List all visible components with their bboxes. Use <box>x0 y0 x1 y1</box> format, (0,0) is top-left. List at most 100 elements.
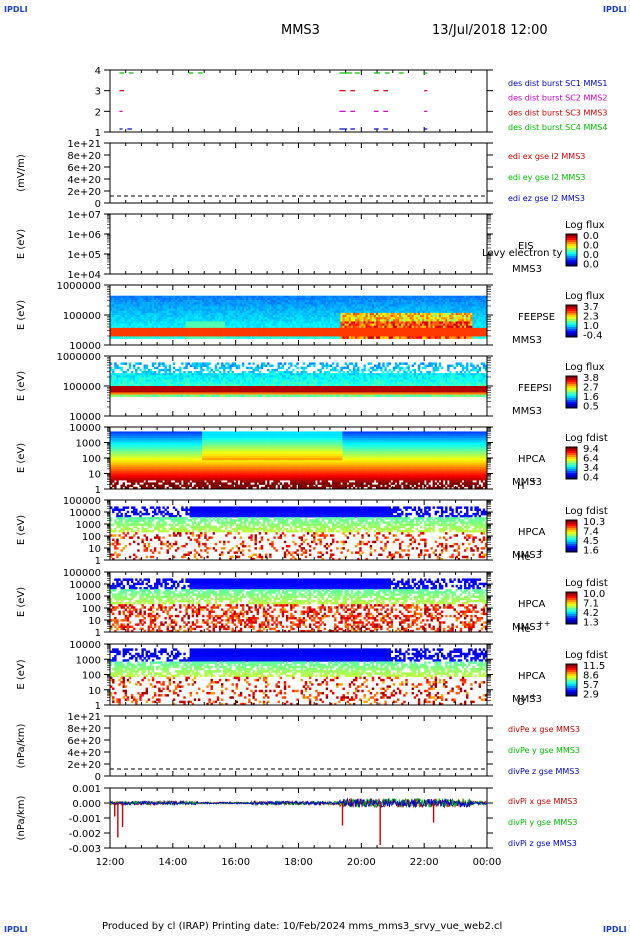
species-label-hpca_h: H <box>517 481 525 492</box>
ytick-label-hpca_hepp-3: 100 <box>82 604 101 615</box>
ytick-label-feepsi-2: 10000 <box>69 412 101 423</box>
ytick-label-hpca_o-3: 10 <box>88 686 101 697</box>
ytick-label-edi-3: 4e+20 <box>67 175 101 186</box>
instrument-label-hpca_he: HPCA <box>518 527 546 538</box>
colorbar-tick-hpca_h-3: 0.4 <box>583 473 599 484</box>
ytick-label-divpe-5: 0 <box>95 772 101 783</box>
ytick-label-feepsi-1: 100000 <box>63 382 101 393</box>
ytick-label-hpca_o-2: 100 <box>82 671 101 682</box>
ytick-label-divpe-2: 6e+20 <box>67 736 101 747</box>
ytick-label-hpca_h-1: 1000 <box>76 439 101 450</box>
ytick-label-hpca_o-4: 1 <box>95 701 101 712</box>
ylabel-edi: (mV/m) <box>16 154 27 192</box>
ylabel-feepsi: E (eV) <box>16 371 27 401</box>
spacecraft-label-feepsi: MMS3 <box>512 406 542 417</box>
spectrogram-hpca_he <box>110 506 487 560</box>
ytick-label-hpca_hepp-1: 10000 <box>69 580 101 591</box>
ylabel-hpca_o: E (eV) <box>16 659 27 689</box>
species-charge-hpca_o: + <box>530 692 537 701</box>
legend-burst-0: des dist burst SC1 MMS1 <box>508 79 607 88</box>
spectrogram-hpca_o <box>110 648 487 705</box>
footer: Produced by cl (IRAP) Printing date: 10/… <box>102 921 502 932</box>
ytick-label-eis-1: 1e+06 <box>67 230 101 241</box>
ylabel-hpca_he: E (eV) <box>16 515 27 545</box>
ytick-label-edi-1: 8e+20 <box>67 151 101 162</box>
legend-burst-2: des dist burst SC3 MMS3 <box>508 108 607 117</box>
instrument-label-feepsi: FEEPSI <box>518 383 552 394</box>
instrument-label-hpca_h: HPCA <box>518 454 546 465</box>
ytick-label-hpca_h-2: 100 <box>82 454 101 465</box>
corner-label-top-left: IPDLI <box>4 5 28 14</box>
ytick-label-feepse-2: 10000 <box>69 341 101 352</box>
colorbar-tick-feepsi-3: 0.5 <box>583 402 599 413</box>
ytick-label-hpca_h-0: 10000 <box>69 423 101 434</box>
ytick-label-hpca_h-4: 1 <box>95 485 101 496</box>
ytick-label-edi-4: 2e+20 <box>67 187 101 198</box>
ylabel-divpi: (nPa/km) <box>16 796 27 841</box>
colorbar-tick-eis-3: 0.0 <box>583 260 599 271</box>
xtick-label-0: 12:00 <box>96 857 125 868</box>
ytick-label-edi-0: 1e+21 <box>67 139 101 150</box>
ytick-label-hpca_he-2: 1000 <box>76 520 101 531</box>
legend-edi-1: edi ey gse l2 MMS3 <box>508 173 586 182</box>
ytick-label-divpe-4: 2e+20 <box>67 760 101 771</box>
ytick-label-hpca_o-1: 1000 <box>76 655 101 666</box>
xtick-label-5: 22:00 <box>410 857 439 868</box>
legend-edi-0: edi ex gse l2 MMS3 <box>508 152 585 161</box>
legend-burst-1: des dist burst SC2 MMS2 <box>508 94 607 103</box>
species-charge-hpca_h: + <box>530 476 537 485</box>
colorbar-tick-feepse-3: -0.4 <box>583 331 603 342</box>
ytick-label-eis-3: 1e+04 <box>67 270 101 281</box>
legend-edi-2: edi ez gse l2 MMS3 <box>508 194 585 203</box>
legend-divpi-0: divPi x gse MMS3 <box>508 797 577 806</box>
colorbar-tick-hpca_o-3: 2.9 <box>583 690 599 701</box>
ylabel-feepse: E (eV) <box>16 300 27 330</box>
ytick-label-hpca_hepp-4: 10 <box>88 616 101 627</box>
spectrogram-hpca_h <box>110 431 487 489</box>
panel-frame-divpe <box>110 716 487 776</box>
ytick-label-burst-3: 1 <box>95 128 101 139</box>
ytick-label-hpca_he-3: 100 <box>82 532 101 543</box>
species-charge-hpca_he: + <box>537 547 544 556</box>
ylabel-hpca_h: E (eV) <box>16 443 27 473</box>
ytick-label-burst-2: 2 <box>95 107 101 118</box>
corner-label-bottom-left: IPDLI <box>4 925 28 934</box>
colorbar-title-hpca_he: Log fdist <box>565 506 608 517</box>
colorbar-title-feepse: Log flux <box>565 291 605 302</box>
ytick-label-hpca_hepp-0: 100000 <box>63 568 101 579</box>
panel-frame-edi <box>110 143 487 203</box>
ytick-label-hpca_hepp-5: 1 <box>95 628 101 639</box>
colorbar-tick-hpca_hepp-3: 1.3 <box>583 618 599 629</box>
ytick-label-divpi-0: 0.001 <box>72 784 101 795</box>
species-label-hpca_o: O <box>517 697 525 708</box>
xtick-label-6: 00:00 <box>473 857 502 868</box>
ylabel-divpe: (nPa/km) <box>16 724 27 769</box>
xtick-label-1: 14:00 <box>158 857 187 868</box>
ytick-label-eis-0: 1e+07 <box>67 210 101 221</box>
colorbar-title-eis: Log flux <box>565 220 605 231</box>
panel-frame-burst <box>110 70 487 132</box>
species-label-hpca_he: He <box>517 552 531 563</box>
legend-divpi-1: divPi y gse MMS3 <box>508 818 577 827</box>
ytick-label-hpca_h-3: 10 <box>88 470 101 481</box>
panel-frame-eis <box>110 214 487 274</box>
corner-label-top-right: IPDLI <box>603 5 627 14</box>
legend-divpe-0: divPe x gse MMS3 <box>508 725 580 734</box>
ytick-label-feepsi-0: 1000000 <box>56 352 101 363</box>
ytick-label-divpe-0: 1e+21 <box>67 712 101 723</box>
title-datetime: 13/Jul/2018 12:00 <box>432 23 548 38</box>
instrument-label-hpca_o: HPCA <box>518 671 546 682</box>
spacecraft-label-eis: MMS3 <box>512 264 542 275</box>
colorbar-title-hpca_h: Log fdist <box>565 433 608 444</box>
panel-frame-divpi <box>110 788 487 848</box>
ytick-label-divpe-3: 4e+20 <box>67 748 101 759</box>
ytick-label-feepse-0: 1000000 <box>56 281 101 292</box>
instrument-label-hpca_hepp: HPCA <box>518 599 546 610</box>
ytick-label-divpe-1: 8e+20 <box>67 724 101 735</box>
ytick-label-edi-2: 6e+20 <box>67 163 101 174</box>
legend-divpe-2: divPe z gse MMS3 <box>508 767 579 776</box>
xtick-label-4: 20:00 <box>347 857 376 868</box>
ytick-label-divpi-4: -0.003 <box>69 844 101 855</box>
